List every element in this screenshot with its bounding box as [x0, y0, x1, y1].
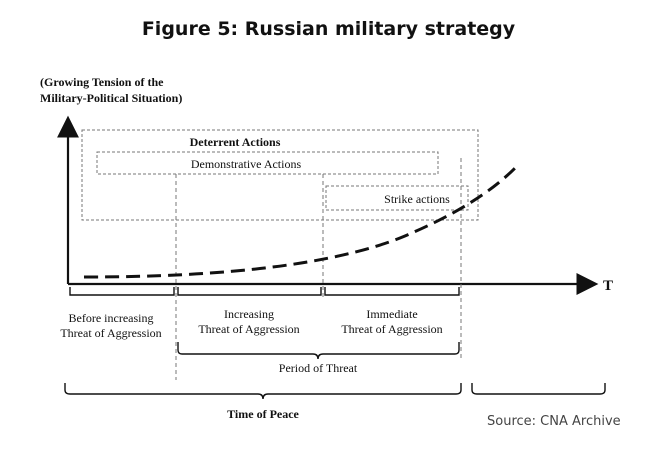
- phase-before-line1: Before increasing: [69, 311, 154, 325]
- period-of-threat-label: Period of Threat: [279, 361, 358, 375]
- deterrent-actions-box: [81, 129, 479, 221]
- y-axis-label-line1: (Growing Tension of the: [40, 75, 164, 89]
- wartime-brace: [471, 383, 606, 395]
- phase-increasing-line1: Increasing: [224, 307, 274, 321]
- phase-brace-before: [69, 287, 175, 296]
- period-of-threat-brace: [177, 342, 460, 360]
- time-of-peace-label: Time of Peace: [227, 407, 299, 421]
- figure-title: Figure 5: Russian military strategy: [141, 18, 516, 40]
- phase-increasing-line2: Threat of Aggression: [198, 322, 299, 336]
- source-caption: Source: CNA Archive: [487, 414, 621, 429]
- phase-immediate-line2: Threat of Aggression: [341, 322, 442, 336]
- x-axis-label: T: [603, 278, 613, 294]
- phase-before-line2: Threat of Aggression: [60, 326, 161, 340]
- deterrent-actions-label: Deterrent Actions: [190, 135, 281, 149]
- demonstrative-actions-box: [96, 151, 439, 175]
- phase-immediate-line1: Immediate: [366, 307, 417, 321]
- phase-brace-increasing: [177, 287, 322, 296]
- y-axis-label-line2: Military-Political Situation): [40, 91, 182, 105]
- time-of-peace-brace: [64, 383, 462, 400]
- demonstrative-actions-label: Demonstrative Actions: [191, 157, 302, 171]
- strike-actions-box: [325, 185, 469, 211]
- strike-actions-label: Strike actions: [384, 192, 450, 206]
- escalation-curve: [83, 163, 520, 279]
- phase-brace-immediate: [324, 287, 460, 296]
